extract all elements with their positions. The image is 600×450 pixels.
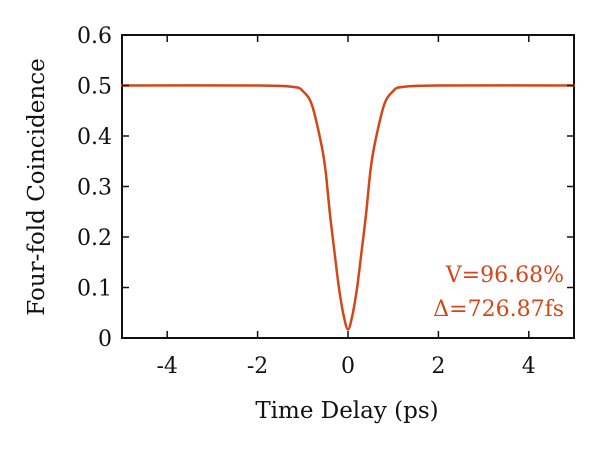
y-axis: 0 0.1 0.2 0.3 0.4 0.5 0.6	[77, 24, 574, 352]
x-axis-title: Time Delay (ps)	[255, 398, 438, 424]
y-axis-title: Four-fold Coincidence	[24, 58, 50, 315]
width-annotation: Δ=726.87fs	[433, 297, 564, 322]
y-tick-label: 0.6	[77, 24, 112, 49]
series-line	[120, 84, 576, 331]
y-tick-label: 0.5	[77, 75, 112, 100]
x-axis: -4 -2 0 2 4	[156, 35, 536, 379]
plot-frame	[121, 34, 575, 339]
y-tick-label: 0.1	[77, 277, 112, 302]
x-tick-label: -2	[247, 354, 268, 379]
x-tick-label: 2	[431, 354, 445, 379]
x-tick-label: 4	[522, 354, 536, 379]
x-tick-label: -4	[156, 354, 177, 379]
y-tick-label: 0	[98, 327, 112, 352]
plot-area	[120, 34, 576, 339]
visibility-annotation: V=96.68%	[445, 263, 564, 288]
y-tick-label: 0.3	[77, 176, 112, 201]
x-tick-label: 0	[341, 354, 355, 379]
y-tick-label: 0.4	[77, 125, 112, 150]
y-tick-label: 0.2	[77, 226, 112, 251]
